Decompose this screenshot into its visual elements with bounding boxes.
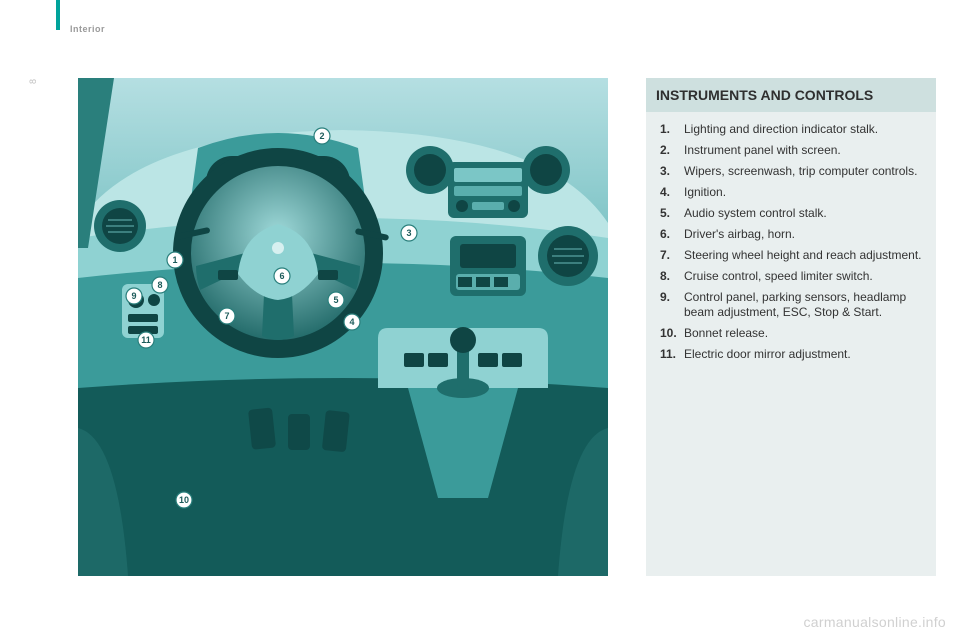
instruments-item: 4.Ignition. xyxy=(660,185,926,200)
marker-11: 11 xyxy=(138,332,154,348)
head-unit xyxy=(448,162,528,218)
marker-7: 7 xyxy=(219,308,235,324)
wheel-badge xyxy=(272,242,284,254)
svg-text:3: 3 xyxy=(406,228,411,238)
vent-center-right xyxy=(522,146,570,194)
svg-text:10: 10 xyxy=(179,495,189,505)
item-number: 4. xyxy=(660,185,684,200)
item-number: 1. xyxy=(660,122,684,137)
instruments-item: 10.Bonnet release. xyxy=(660,326,926,341)
instruments-item: 7.Steering wheel height and reach adjust… xyxy=(660,248,926,263)
shifter-knob xyxy=(450,327,476,353)
item-number: 2. xyxy=(660,143,684,158)
instruments-list: 1.Lighting and direction indicator stalk… xyxy=(646,112,936,378)
svg-text:11: 11 xyxy=(141,335,151,345)
svg-text:7: 7 xyxy=(224,311,229,321)
item-text: Cruise control, speed limiter switch. xyxy=(684,269,926,284)
svg-text:9: 9 xyxy=(131,291,136,301)
page-number: 8 xyxy=(28,79,38,84)
item-number: 11. xyxy=(660,347,684,362)
dashboard-illustration: 1 2 3 4 5 6 7 8 9 10 11 xyxy=(78,78,608,576)
vent-right xyxy=(538,226,598,286)
svg-text:8: 8 xyxy=(157,280,162,290)
item-text: Lighting and direction indicator stalk. xyxy=(684,122,926,137)
marker-1: 1 xyxy=(167,252,183,268)
instruments-item: 2.Instrument panel with screen. xyxy=(660,143,926,158)
svg-text:1: 1 xyxy=(172,255,177,265)
marker-4: 4 xyxy=(344,314,360,330)
pedals xyxy=(248,407,350,452)
item-number: 3. xyxy=(660,164,684,179)
svg-text:4: 4 xyxy=(349,317,354,327)
accent-bar xyxy=(56,0,60,30)
marker-8: 8 xyxy=(152,277,168,293)
svg-text:6: 6 xyxy=(279,271,284,281)
item-text: Steering wheel height and reach adjustme… xyxy=(684,248,926,263)
footwell xyxy=(78,358,608,576)
marker-6: 6 xyxy=(274,268,290,284)
item-text: Bonnet release. xyxy=(684,326,926,341)
marker-2: 2 xyxy=(314,128,330,144)
watermark: carmanualsonline.info xyxy=(804,614,947,630)
item-number: 6. xyxy=(660,227,684,242)
instruments-item: 3.Wipers, screenwash, trip computer cont… xyxy=(660,164,926,179)
item-text: Electric door mirror adjustment. xyxy=(684,347,926,362)
sidebar-title: INSTRUMENTS AND CONTROLS xyxy=(646,78,936,112)
vent-center-left xyxy=(406,146,454,194)
svg-text:5: 5 xyxy=(333,295,338,305)
item-text: Driver's airbag, horn. xyxy=(684,227,926,242)
item-number: 7. xyxy=(660,248,684,263)
instruments-item: 5.Audio system control stalk. xyxy=(660,206,926,221)
climate-panel xyxy=(450,236,526,296)
marker-9: 9 xyxy=(126,288,142,304)
item-text: Control panel, parking sensors, headlamp… xyxy=(684,290,926,320)
item-number: 8. xyxy=(660,269,684,284)
marker-3: 3 xyxy=(401,225,417,241)
instruments-item: 6.Driver's airbag, horn. xyxy=(660,227,926,242)
svg-text:2: 2 xyxy=(319,131,324,141)
instruments-item: 9.Control panel, parking sensors, headla… xyxy=(660,290,926,320)
dashboard-svg: 1 2 3 4 5 6 7 8 9 10 11 xyxy=(78,78,608,576)
instruments-item: 1.Lighting and direction indicator stalk… xyxy=(660,122,926,137)
item-number: 5. xyxy=(660,206,684,221)
instruments-sidebar: INSTRUMENTS AND CONTROLS 1.Lighting and … xyxy=(646,78,936,576)
instruments-item: 11.Electric door mirror adjustment. xyxy=(660,347,926,362)
vent-left xyxy=(94,200,146,252)
item-text: Ignition. xyxy=(684,185,926,200)
item-text: Audio system control stalk. xyxy=(684,206,926,221)
section-label: Interior xyxy=(70,24,105,34)
marker-5: 5 xyxy=(328,292,344,308)
marker-10: 10 xyxy=(176,492,192,508)
item-text: Instrument panel with screen. xyxy=(684,143,926,158)
instruments-item: 8.Cruise control, speed limiter switch. xyxy=(660,269,926,284)
item-text: Wipers, screenwash, trip computer contro… xyxy=(684,164,926,179)
item-number: 9. xyxy=(660,290,684,305)
item-number: 10. xyxy=(660,326,684,341)
